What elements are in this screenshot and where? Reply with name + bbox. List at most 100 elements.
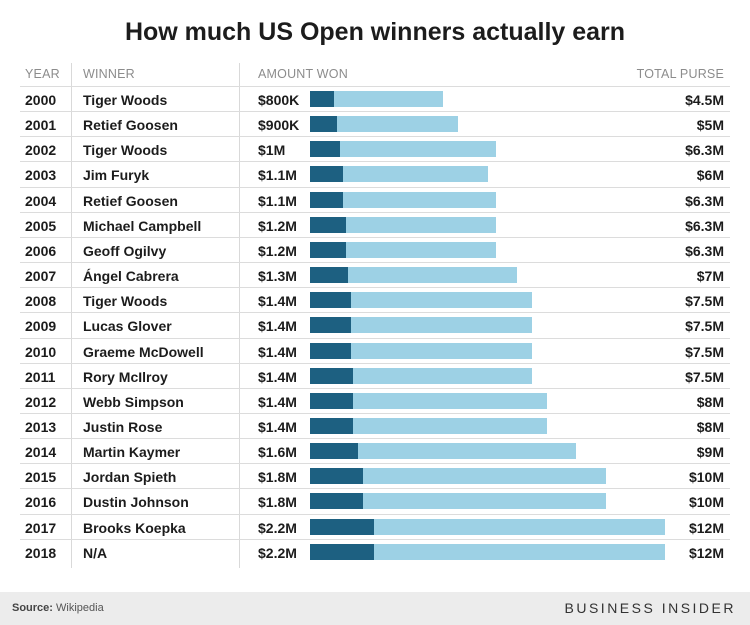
- total-purse-label: $7.5M: [685, 318, 724, 335]
- table-row: 2016 Dustin Johnson $1.8M $10M: [20, 488, 730, 513]
- header-total-purse: TOTAL PURSE: [636, 67, 724, 81]
- table-row: 2018 N/A $2.2M $12M: [20, 538, 730, 564]
- table-row: 2007 Ángel Cabrera $1.3M $7M: [20, 262, 730, 287]
- winner-cell: Webb Simpson: [83, 393, 184, 410]
- amount-won-label: $1.6M: [258, 444, 297, 461]
- source-label: Source:: [12, 602, 53, 614]
- table-row: 2017 Brooks Koepka $2.2M $12M: [20, 513, 730, 539]
- amount-won-bar: [310, 141, 340, 158]
- purse-bar: [310, 241, 497, 258]
- year-cell: 2010: [25, 343, 57, 360]
- table-row: 2014 Martin Kaymer $1.6M $9M: [20, 438, 730, 463]
- amount-won-bar: [310, 392, 353, 409]
- chart-title: How much US Open winners actually earn: [124, 18, 626, 46]
- purse-bar: [310, 543, 665, 560]
- purse-bar: [310, 216, 497, 233]
- amount-won-bar: [310, 417, 353, 434]
- total-purse-label: $5M: [696, 117, 724, 134]
- amount-won-label: $2.2M: [258, 519, 297, 536]
- total-purse-label: $8M: [696, 393, 724, 410]
- source-name: Wikipedia: [56, 602, 104, 614]
- purse-bar: [310, 191, 497, 208]
- amount-won-bar: [310, 216, 346, 233]
- table-row: 2012 Webb Simpson $1.4M $8M: [20, 387, 730, 413]
- total-purse-label: $10M: [688, 469, 724, 486]
- amount-won-label: $1.3M: [258, 268, 297, 285]
- purse-bar: [310, 166, 488, 183]
- year-cell: 2009: [25, 318, 57, 335]
- table-row: 2008 Tiger Woods $1.4M $7.5M: [20, 287, 730, 312]
- amount-won-label: $2.2M: [258, 544, 297, 561]
- amount-won-bar: [310, 493, 364, 510]
- total-purse-label: $6.3M: [685, 242, 724, 259]
- amount-won-label: $1.1M: [258, 167, 297, 184]
- purse-bar: [310, 417, 547, 434]
- amount-won-bar: [310, 292, 352, 309]
- table-row: 2003 Jim Furyk $1.1M $6M: [20, 161, 730, 186]
- amount-won-label: $800K: [258, 92, 300, 108]
- amount-won-label: $1.8M: [258, 494, 297, 511]
- year-cell: 2002: [25, 142, 57, 159]
- amount-won-label: $1.4M: [258, 343, 297, 360]
- amount-won-label: $1.1M: [258, 192, 297, 209]
- total-purse-label: $6.3M: [685, 217, 724, 234]
- amount-won-bar: [310, 241, 346, 258]
- purse-bar: [310, 367, 532, 384]
- winner-cell: Michael Campbell: [83, 217, 202, 234]
- year-cell: 2016: [25, 494, 57, 511]
- brand-logo: BUSINESS INSIDER: [564, 600, 736, 616]
- winner-cell: Jim Furyk: [83, 167, 150, 184]
- amount-won-label: $1.2M: [258, 217, 297, 234]
- table-row: 2005 Michael Campbell $1.2M $6.3M: [20, 211, 730, 237]
- winner-cell: Retief Goosen: [83, 117, 178, 134]
- total-purse-label: $6.3M: [685, 142, 724, 159]
- source-note: Source: Wikipedia: [12, 602, 104, 614]
- total-purse-label: $6.3M: [685, 192, 724, 209]
- amount-won-label: $1.4M: [258, 393, 297, 410]
- table-row: 2013 Justin Rose $1.4M $8M: [20, 412, 730, 438]
- year-cell: 2000: [25, 92, 57, 108]
- year-cell: 2005: [25, 217, 57, 234]
- winner-cell: Tiger Woods: [83, 293, 168, 310]
- year-cell: 2007: [25, 268, 57, 285]
- table-row: 2009 Lucas Glover $1.4M $7.5M: [20, 312, 730, 337]
- amount-won-bar: [310, 191, 343, 208]
- amount-won-bar: [310, 267, 349, 284]
- total-purse-label: $7.5M: [685, 343, 724, 360]
- purse-bar: [310, 141, 497, 158]
- table-row: 2000 Tiger Woods $800K $4.5M: [20, 86, 730, 111]
- amount-won-bar: [310, 116, 337, 133]
- winner-cell: Tiger Woods: [83, 92, 168, 108]
- winner-cell: Jordan Spieth: [83, 469, 177, 486]
- winner-cell: Justin Rose: [83, 418, 163, 435]
- table-row: 2001 Retief Goosen $900K $5M: [20, 111, 730, 136]
- total-purse-label: $9M: [696, 444, 724, 461]
- total-purse-label: $12M: [688, 519, 724, 536]
- amount-won-label: $900K: [258, 117, 300, 134]
- year-cell: 2013: [25, 418, 57, 435]
- table-row: 2015 Jordan Spieth $1.8M $10M: [20, 463, 730, 488]
- total-purse-label: $4.5M: [685, 92, 724, 108]
- purse-bar: [310, 392, 547, 409]
- table-row: 2011 Rory McIlroy $1.4M $7.5M: [20, 362, 730, 388]
- amount-won-label: $1.4M: [258, 368, 297, 385]
- amount-won-bar: [310, 518, 374, 535]
- column-divider-winner: [239, 63, 240, 568]
- year-cell: 2015: [25, 469, 57, 486]
- purse-bar: [310, 518, 665, 535]
- total-purse-label: $12M: [688, 544, 724, 561]
- year-cell: 2018: [25, 544, 57, 561]
- year-cell: 2011: [25, 368, 56, 385]
- winner-cell: N/A: [83, 544, 108, 561]
- total-purse-label: $6M: [696, 167, 724, 184]
- header-year: YEAR: [25, 67, 60, 81]
- table-row: 2002 Tiger Woods $1M $6.3M: [20, 136, 730, 161]
- winner-cell: Retief Goosen: [83, 192, 178, 209]
- amount-won-bar: [310, 367, 353, 384]
- purse-bar: [310, 91, 444, 107]
- amount-won-bar: [310, 91, 334, 107]
- amount-won-bar: [310, 317, 352, 334]
- winner-cell: Rory McIlroy: [83, 368, 168, 385]
- year-cell: 2006: [25, 242, 57, 259]
- amount-won-bar: [310, 166, 343, 183]
